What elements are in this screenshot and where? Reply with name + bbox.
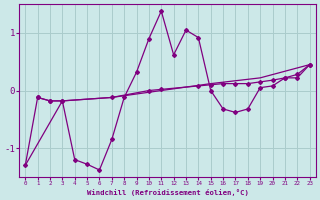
X-axis label: Windchill (Refroidissement éolien,°C): Windchill (Refroidissement éolien,°C)	[86, 189, 248, 196]
